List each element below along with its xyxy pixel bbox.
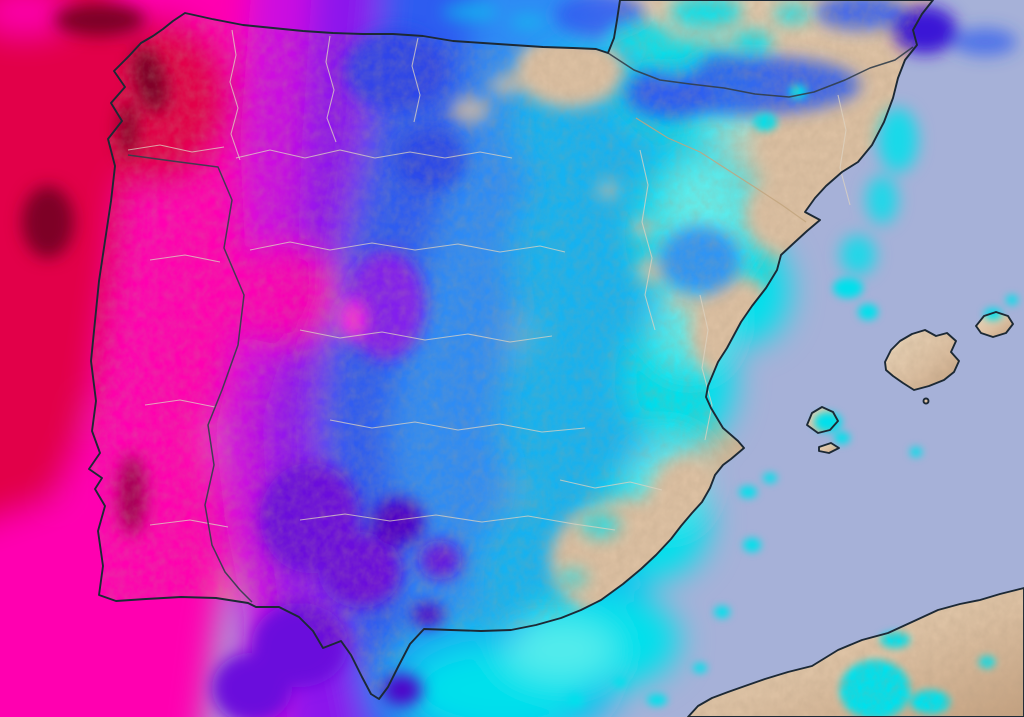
coastline-stroke-layer bbox=[88, 0, 1024, 717]
river-ebro bbox=[635, 117, 807, 223]
country-borders-layer bbox=[127, 46, 914, 603]
france-spain-border bbox=[607, 46, 914, 98]
portugal-spain-border bbox=[127, 154, 253, 603]
province-borders-layer bbox=[127, 29, 851, 531]
